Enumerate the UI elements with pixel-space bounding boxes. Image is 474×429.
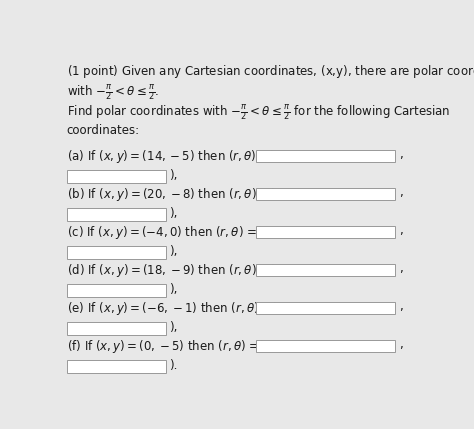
Text: ),: ), xyxy=(170,207,178,220)
Text: ,: , xyxy=(399,338,403,351)
Text: ).: ). xyxy=(170,359,178,372)
Text: ),: ), xyxy=(170,169,178,182)
Text: coordinates:: coordinates: xyxy=(66,124,140,137)
Text: ,: , xyxy=(399,148,403,161)
Text: ,: , xyxy=(399,186,403,199)
FancyBboxPatch shape xyxy=(66,170,166,183)
Text: with $-\frac{\pi}{2} < \theta \leq \frac{\pi}{2}$.: with $-\frac{\pi}{2} < \theta \leq \frac… xyxy=(66,84,159,103)
Text: Find polar coordinates with $-\frac{\pi}{2} < \theta \leq \frac{\pi}{2}$ for the: Find polar coordinates with $-\frac{\pi}… xyxy=(66,104,450,123)
Text: (1 point) Given any Cartesian coordinates, (x,y), there are polar coordinates ($: (1 point) Given any Cartesian coordinate… xyxy=(66,63,474,80)
FancyBboxPatch shape xyxy=(256,150,395,162)
FancyBboxPatch shape xyxy=(66,208,166,221)
FancyBboxPatch shape xyxy=(66,284,166,296)
FancyBboxPatch shape xyxy=(66,246,166,259)
Text: (d) If $(x, y) = (18, -9)$ then $(r, \theta)$ =(: (d) If $(x, y) = (18, -9)$ then $(r, \th… xyxy=(66,262,274,279)
Text: (e) If $(x, y) = (-6, -1)$ then $(r, \theta)$ =(: (e) If $(x, y) = (-6, -1)$ then $(r, \th… xyxy=(66,300,277,317)
FancyBboxPatch shape xyxy=(256,187,395,200)
FancyBboxPatch shape xyxy=(66,360,166,372)
Text: ),: ), xyxy=(170,245,178,258)
FancyBboxPatch shape xyxy=(66,322,166,335)
FancyBboxPatch shape xyxy=(256,339,395,352)
Text: (a) If $(x, y) = (14, -5)$ then $(r, \theta)$ =(: (a) If $(x, y) = (14, -5)$ then $(r, \th… xyxy=(66,148,274,165)
Text: ,: , xyxy=(399,262,403,275)
Text: (b) If $(x, y) = (20, -8)$ then $(r, \theta)$ =(: (b) If $(x, y) = (20, -8)$ then $(r, \th… xyxy=(66,186,274,203)
Text: (f) If $(x, y) = (0, -5)$ then $(r, \theta)$ =(: (f) If $(x, y) = (0, -5)$ then $(r, \the… xyxy=(66,338,264,355)
Text: ,: , xyxy=(399,300,403,313)
Text: ),: ), xyxy=(170,283,178,296)
Text: ),: ), xyxy=(170,321,178,334)
FancyBboxPatch shape xyxy=(256,263,395,276)
Text: (c) If $(x, y) = (-4, 0)$ then $(r, \theta)$ =(: (c) If $(x, y) = (-4, 0)$ then $(r, \the… xyxy=(66,224,262,241)
FancyBboxPatch shape xyxy=(256,226,395,238)
FancyBboxPatch shape xyxy=(256,302,395,314)
Text: ,: , xyxy=(399,224,403,237)
